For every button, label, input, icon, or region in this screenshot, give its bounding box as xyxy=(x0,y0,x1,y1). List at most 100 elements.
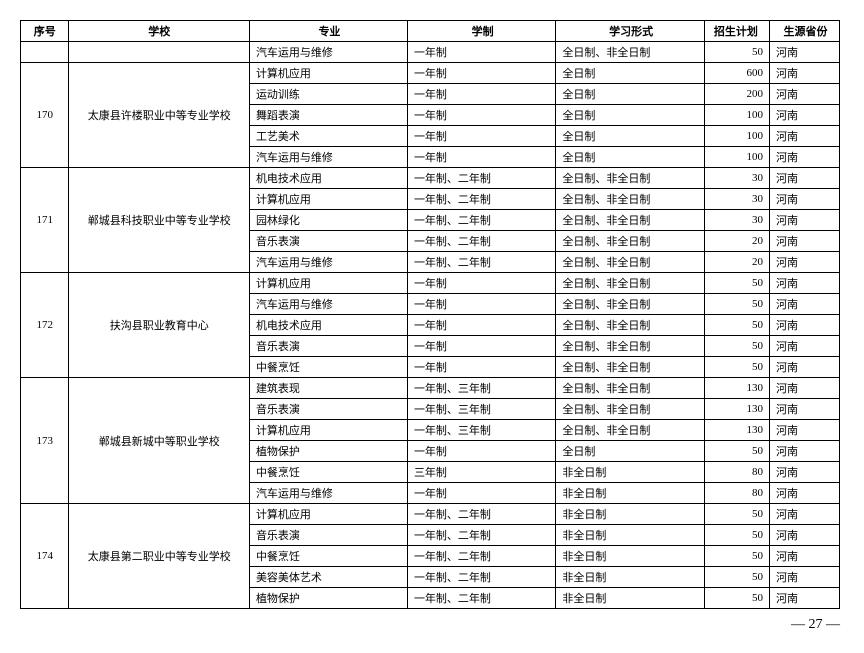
cell-major: 机电技术应用 xyxy=(249,315,407,336)
cell-prov: 河南 xyxy=(770,210,840,231)
cell-form: 全日制、非全日制 xyxy=(556,189,704,210)
cell-prov: 河南 xyxy=(770,588,840,609)
cell-plan: 50 xyxy=(704,357,769,378)
cell-form: 非全日制 xyxy=(556,525,704,546)
cell-form: 全日制、非全日制 xyxy=(556,294,704,315)
cell-prov: 河南 xyxy=(770,147,840,168)
cell-plan: 50 xyxy=(704,294,769,315)
cell-plan: 30 xyxy=(704,189,769,210)
header-plan: 招生计划 xyxy=(704,21,769,42)
cell-duration: 一年制、二年制 xyxy=(407,168,555,189)
cell-school: 扶沟县职业教育中心 xyxy=(69,273,249,378)
cell-duration: 一年制 xyxy=(407,483,555,504)
cell-major: 音乐表演 xyxy=(249,336,407,357)
cell-major: 音乐表演 xyxy=(249,525,407,546)
cell-duration: 一年制、二年制 xyxy=(407,546,555,567)
cell-plan: 50 xyxy=(704,525,769,546)
cell-major: 计算机应用 xyxy=(249,189,407,210)
cell-plan: 100 xyxy=(704,126,769,147)
cell-prov: 河南 xyxy=(770,315,840,336)
cell-duration: 一年制、二年制 xyxy=(407,252,555,273)
cell-duration: 一年制、二年制 xyxy=(407,525,555,546)
cell-plan: 50 xyxy=(704,504,769,525)
table-body: 汽车运用与维修一年制全日制、非全日制50河南170太康县许楼职业中等专业学校计算… xyxy=(21,42,840,609)
cell-duration: 一年制 xyxy=(407,315,555,336)
cell-prov: 河南 xyxy=(770,294,840,315)
cell-form: 非全日制 xyxy=(556,567,704,588)
cell-prov: 河南 xyxy=(770,525,840,546)
cell-major: 汽车运用与维修 xyxy=(249,483,407,504)
cell-duration: 一年制、二年制 xyxy=(407,231,555,252)
cell-duration: 一年制 xyxy=(407,84,555,105)
cell-major: 汽车运用与维修 xyxy=(249,147,407,168)
cell-duration: 一年制 xyxy=(407,294,555,315)
cell-form: 非全日制 xyxy=(556,462,704,483)
cell-duration: 一年制、二年制 xyxy=(407,588,555,609)
cell-duration: 一年制 xyxy=(407,357,555,378)
cell-form: 全日制、非全日制 xyxy=(556,210,704,231)
cell-major: 植物保护 xyxy=(249,588,407,609)
cell-form: 全日制、非全日制 xyxy=(556,168,704,189)
cell-duration: 一年制 xyxy=(407,42,555,63)
cell-seq xyxy=(21,42,69,63)
cell-major: 植物保护 xyxy=(249,441,407,462)
cell-form: 全日制、非全日制 xyxy=(556,252,704,273)
cell-prov: 河南 xyxy=(770,504,840,525)
header-row: 序号 学校 专业 学制 学习形式 招生计划 生源省份 xyxy=(21,21,840,42)
cell-prov: 河南 xyxy=(770,567,840,588)
cell-major: 运动训练 xyxy=(249,84,407,105)
table-row: 171郸城县科技职业中等专业学校机电技术应用一年制、二年制全日制、非全日制30河… xyxy=(21,168,840,189)
header-major: 专业 xyxy=(249,21,407,42)
cell-plan: 130 xyxy=(704,420,769,441)
cell-form: 全日制 xyxy=(556,147,704,168)
cell-form: 非全日制 xyxy=(556,483,704,504)
cell-major: 美容美体艺术 xyxy=(249,567,407,588)
cell-prov: 河南 xyxy=(770,42,840,63)
cell-major: 机电技术应用 xyxy=(249,168,407,189)
cell-prov: 河南 xyxy=(770,399,840,420)
table-row: 173郸城县新城中等职业学校建筑表现一年制、三年制全日制、非全日制130河南 xyxy=(21,378,840,399)
cell-form: 非全日制 xyxy=(556,546,704,567)
cell-form: 全日制、非全日制 xyxy=(556,231,704,252)
enrollment-table: 序号 学校 专业 学制 学习形式 招生计划 生源省份 汽车运用与维修一年制全日制… xyxy=(20,20,840,609)
cell-major: 中餐烹饪 xyxy=(249,357,407,378)
cell-major: 中餐烹饪 xyxy=(249,546,407,567)
cell-form: 全日制、非全日制 xyxy=(556,399,704,420)
cell-seq: 173 xyxy=(21,378,69,504)
cell-form: 全日制、非全日制 xyxy=(556,420,704,441)
cell-plan: 50 xyxy=(704,567,769,588)
cell-duration: 一年制、三年制 xyxy=(407,420,555,441)
cell-prov: 河南 xyxy=(770,126,840,147)
cell-plan: 50 xyxy=(704,315,769,336)
cell-prov: 河南 xyxy=(770,84,840,105)
cell-plan: 50 xyxy=(704,336,769,357)
cell-duration: 一年制、二年制 xyxy=(407,189,555,210)
cell-duration: 一年制、二年制 xyxy=(407,567,555,588)
header-seq: 序号 xyxy=(21,21,69,42)
cell-major: 中餐烹饪 xyxy=(249,462,407,483)
cell-prov: 河南 xyxy=(770,63,840,84)
cell-major: 计算机应用 xyxy=(249,420,407,441)
cell-duration: 一年制、二年制 xyxy=(407,504,555,525)
cell-plan: 20 xyxy=(704,231,769,252)
cell-major: 计算机应用 xyxy=(249,273,407,294)
cell-plan: 50 xyxy=(704,273,769,294)
cell-major: 建筑表现 xyxy=(249,378,407,399)
cell-prov: 河南 xyxy=(770,168,840,189)
cell-plan: 50 xyxy=(704,588,769,609)
cell-duration: 一年制 xyxy=(407,441,555,462)
cell-duration: 一年制、二年制 xyxy=(407,210,555,231)
cell-seq: 170 xyxy=(21,63,69,168)
cell-form: 全日制、非全日制 xyxy=(556,42,704,63)
cell-plan: 100 xyxy=(704,105,769,126)
cell-plan: 130 xyxy=(704,378,769,399)
cell-duration: 一年制、三年制 xyxy=(407,399,555,420)
cell-duration: 一年制 xyxy=(407,273,555,294)
cell-major: 计算机应用 xyxy=(249,63,407,84)
cell-major: 工艺美术 xyxy=(249,126,407,147)
cell-form: 全日制 xyxy=(556,84,704,105)
cell-plan: 30 xyxy=(704,210,769,231)
cell-school: 郸城县科技职业中等专业学校 xyxy=(69,168,249,273)
cell-seq: 174 xyxy=(21,504,69,609)
cell-plan: 200 xyxy=(704,84,769,105)
